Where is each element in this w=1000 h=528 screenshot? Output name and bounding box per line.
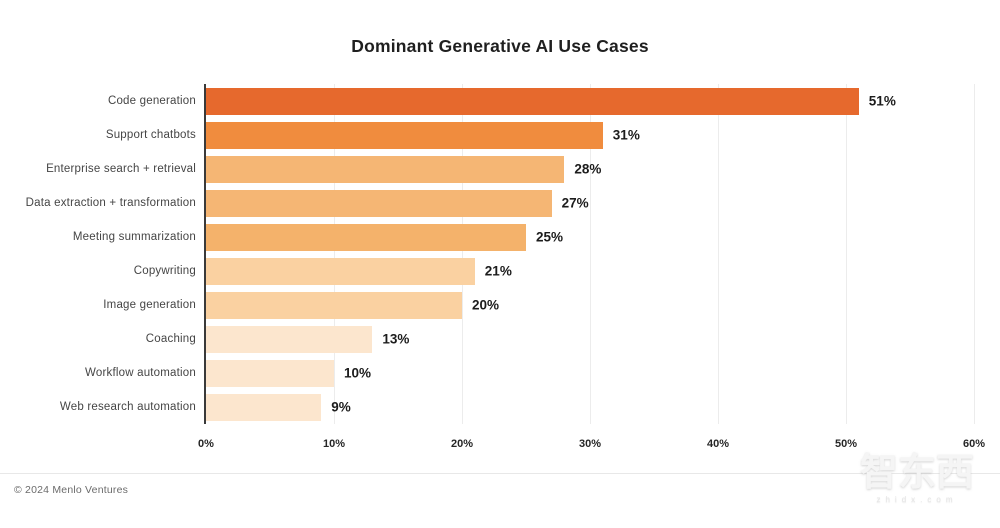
bar-track: 31% [206, 121, 974, 149]
value-label: 51% [868, 93, 896, 109]
chart-row: Enterprise search + retrieval 28% [0, 152, 1000, 186]
bar-track: 13% [206, 325, 974, 353]
y-axis-line [204, 84, 206, 424]
x-tick-label: 0% [198, 438, 214, 450]
bar-track: 28% [206, 155, 974, 183]
value-label: 10% [344, 365, 372, 381]
category-label: Copywriting [133, 265, 196, 277]
gridline [590, 84, 591, 424]
bar [206, 189, 552, 217]
bar-track: 51% [206, 87, 974, 115]
category-label: Image generation [103, 299, 196, 311]
x-axis-ticks: 0% 10% 20% 30% 40% 50% 60% [0, 438, 1000, 454]
value-label: 20% [472, 297, 500, 313]
footer-divider [0, 473, 1000, 474]
watermark-domain: zhidx.com [876, 494, 958, 504]
value-label: 28% [574, 161, 602, 177]
bar [206, 393, 322, 421]
bar-track: 20% [206, 291, 974, 319]
gridline [718, 84, 719, 424]
chart-row: Copywriting 21% [0, 254, 1000, 288]
bar-track: 10% [206, 359, 974, 387]
bar-track: 9% [206, 393, 974, 421]
watermark: 智东西 zhidx.com [842, 451, 992, 504]
gridline [846, 84, 847, 424]
category-label: Coaching [145, 333, 196, 345]
bar [206, 155, 565, 183]
bar [206, 87, 859, 115]
category-label: Support chatbots [105, 129, 196, 141]
x-tick-label: 10% [322, 438, 346, 450]
bar [206, 257, 475, 285]
bar [206, 359, 334, 387]
value-label: 31% [612, 127, 640, 143]
bar [206, 325, 373, 353]
value-label: 9% [331, 399, 351, 415]
gridlines [206, 84, 975, 424]
x-tick-label: 40% [706, 438, 730, 450]
bar [206, 121, 603, 149]
x-tick-label: 50% [834, 438, 858, 450]
x-tick-label: 20% [450, 438, 474, 450]
x-tick-label: 60% [962, 438, 986, 450]
bar-track: 27% [206, 189, 974, 217]
chart-row: Code generation 51% [0, 84, 1000, 118]
gridline [462, 84, 463, 424]
bar-track: 21% [206, 257, 974, 285]
bar-chart: Code generation 51% Support chatbots 31% Ent… [0, 84, 1000, 424]
value-label: 13% [382, 331, 410, 347]
chart-row: Workflow automation 10% [0, 356, 1000, 390]
category-label: Code generation [107, 95, 196, 107]
gridline [974, 84, 975, 424]
chart-row: Image generation 20% [0, 288, 1000, 322]
category-label: Web research automation [59, 401, 196, 413]
x-tick-label: 30% [578, 438, 602, 450]
value-label: 27% [561, 195, 589, 211]
chart-rows: Code generation 51% Support chatbots 31% Ent… [0, 84, 1000, 424]
chart-row: Support chatbots 31% [0, 118, 1000, 152]
category-label: Data extraction + transformation [25, 197, 196, 209]
bar [206, 223, 526, 251]
chart-row: Data extraction + transformation 27% [0, 186, 1000, 220]
gridline [334, 84, 335, 424]
copyright-text: © 2024 Menlo Ventures [14, 484, 129, 496]
category-label: Workflow automation [85, 367, 196, 379]
category-label: Meeting summarization [72, 231, 196, 243]
bar [206, 291, 462, 319]
chart-row: Web research automation 9% [0, 390, 1000, 424]
category-label: Enterprise search + retrieval [46, 163, 196, 175]
bar-track: 25% [206, 223, 974, 251]
value-label: 21% [484, 263, 512, 279]
chart-row: Meeting summarization 25% [0, 220, 1000, 254]
chart-row: Coaching 13% [0, 322, 1000, 356]
value-label: 25% [536, 229, 564, 245]
page-title: Dominant Generative AI Use Cases [351, 36, 649, 56]
